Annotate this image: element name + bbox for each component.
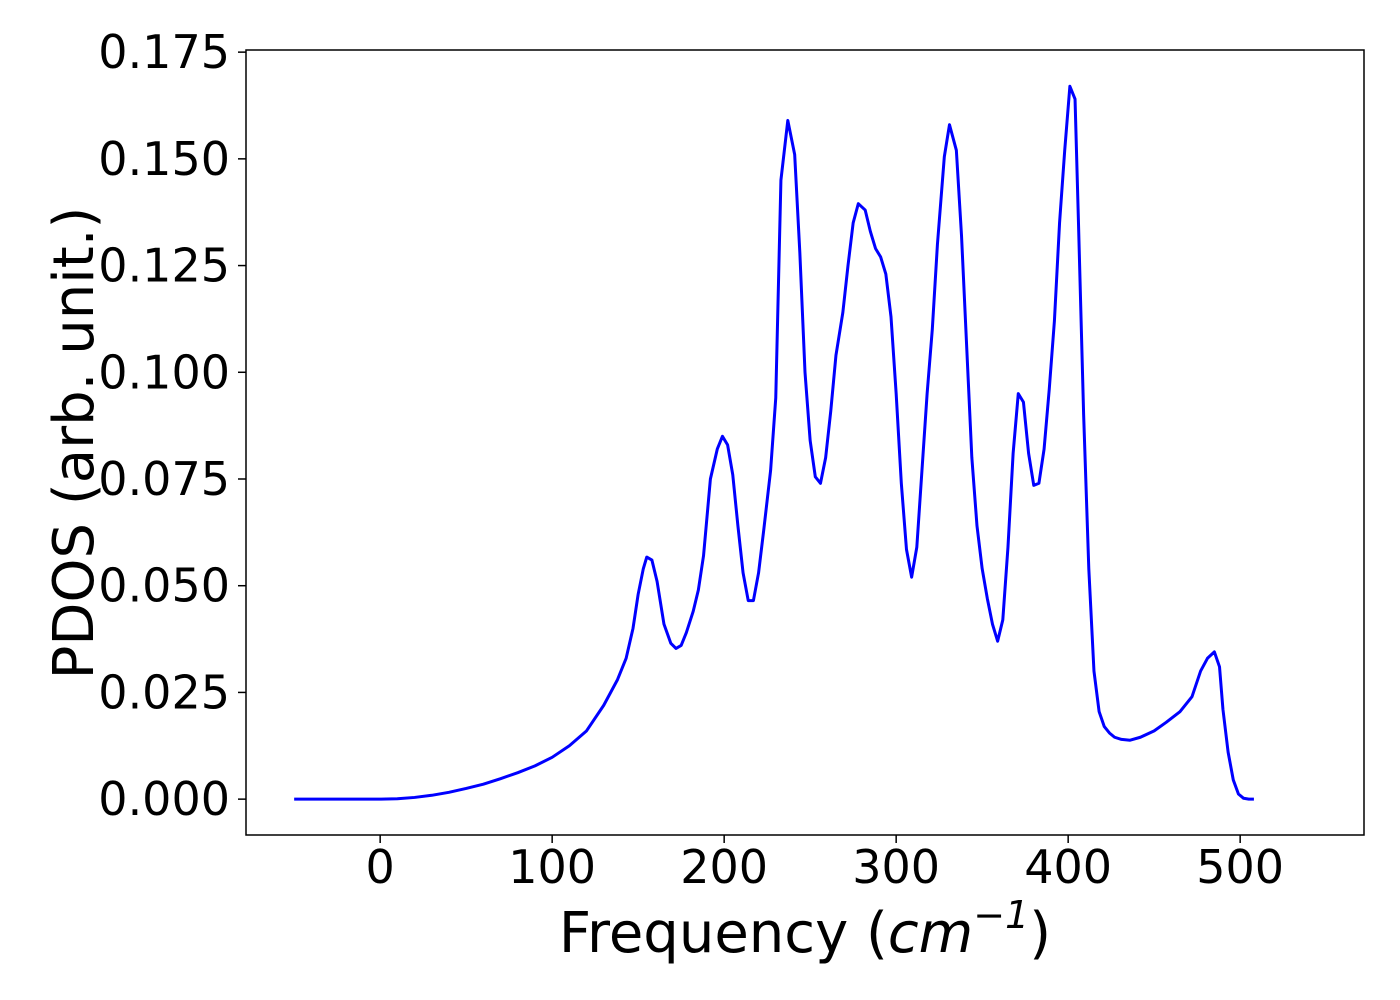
- x-label-prefix: Frequency (: [559, 901, 888, 966]
- x-label-exponent: −1: [973, 893, 1029, 937]
- y-tick-label: 0.150: [98, 132, 230, 186]
- x-axis-label: Frequency (cm−1): [559, 893, 1051, 966]
- y-tick-label: 0.175: [98, 25, 230, 79]
- y-tick-label: 0.050: [98, 559, 230, 613]
- y-tick-label: 0.100: [98, 345, 230, 399]
- x-tick-label: 300: [852, 840, 940, 894]
- x-tick-label: 500: [1196, 840, 1284, 894]
- x-tick-label: 100: [508, 840, 596, 894]
- x-tick-label: 400: [1024, 840, 1112, 894]
- x-label-unit: cm: [888, 901, 973, 966]
- y-axis-label: PDOS (arb. unit.): [42, 207, 107, 680]
- x-label-suffix: ): [1029, 901, 1051, 966]
- x-tick-label: 0: [366, 840, 395, 894]
- y-tick-label: 0.025: [98, 665, 230, 719]
- y-tick-label: 0.000: [98, 772, 230, 826]
- data-line: [294, 84, 1254, 801]
- y-tick-label: 0.075: [98, 452, 230, 506]
- x-tick-label: 200: [680, 840, 768, 894]
- plot-frame: [245, 49, 1365, 836]
- y-tick-label: 0.125: [98, 239, 230, 293]
